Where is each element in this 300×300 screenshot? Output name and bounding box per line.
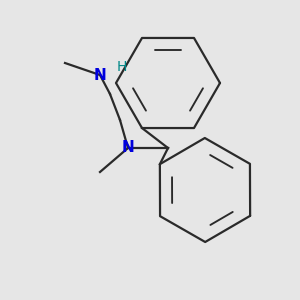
Text: N: N (94, 68, 106, 82)
Text: N: N (122, 140, 134, 155)
Text: H: H (117, 60, 127, 74)
